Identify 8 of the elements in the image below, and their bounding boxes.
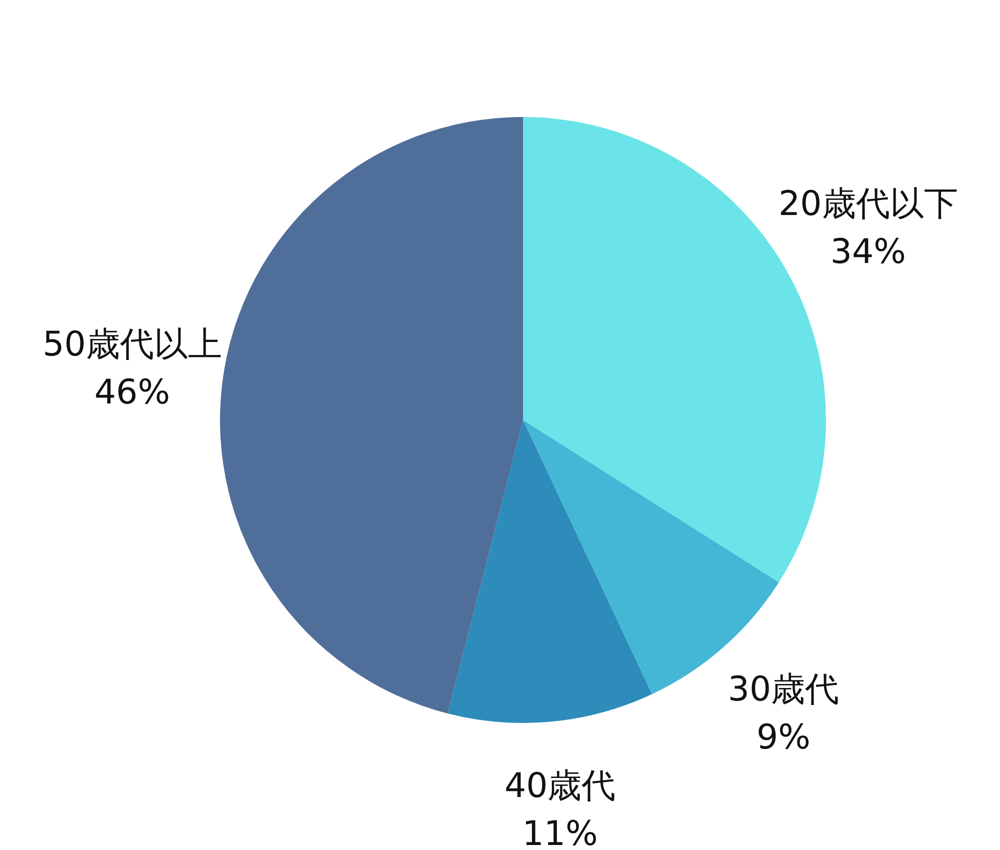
- data-label: 34%: [830, 232, 906, 272]
- data-label: 11%: [522, 814, 598, 850]
- data-label: 46%: [94, 372, 170, 412]
- slice-label: 20歳代以下: [778, 184, 958, 224]
- slice-label: 30歳代: [728, 669, 840, 710]
- slice-label: 40歳代: [504, 766, 616, 806]
- slice-label: 50歳代以上: [42, 324, 222, 364]
- data-label: 9%: [756, 717, 810, 758]
